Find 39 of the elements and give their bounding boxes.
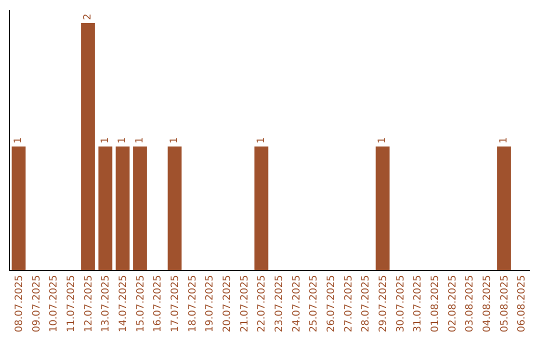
x-tick-label: 10.07.2025 <box>48 275 60 332</box>
x-tick-label: 15.07.2025 <box>135 275 146 332</box>
x-tick-label: 03.08.2025 <box>464 275 476 332</box>
x-tick-label: 23.07.2025 <box>274 275 285 332</box>
x-tick-label: 22.07.2025 <box>256 275 268 332</box>
data-label: 1 <box>256 137 267 144</box>
x-tick-label: 17.07.2025 <box>170 275 181 332</box>
x-tick-label: 02.08.2025 <box>447 275 458 332</box>
x-tick-label: 16.07.2025 <box>152 275 164 332</box>
x-tick-label: 31.07.2025 <box>412 275 424 332</box>
x-tick-label: 18.07.2025 <box>187 275 198 332</box>
data-label: 1 <box>134 137 146 144</box>
data-label: 1 <box>100 137 111 144</box>
data-label: 1 <box>498 137 510 144</box>
x-tick-label: 30.07.2025 <box>395 275 406 332</box>
data-label: 1 <box>13 137 24 144</box>
x-tick-label: 05.08.2025 <box>499 275 510 332</box>
x-tick-label: 13.07.2025 <box>100 275 112 332</box>
data-label: 2 <box>82 14 94 20</box>
x-tick-label: 12.07.2025 <box>83 275 94 332</box>
x-tick-label: 04.08.2025 <box>482 275 493 332</box>
x-tick-label: 20.07.2025 <box>222 275 233 332</box>
x-tick-label: 27.07.2025 <box>343 275 354 332</box>
x-tick-label: 25.07.2025 <box>308 275 320 332</box>
x-tick-label: 11.07.2025 <box>66 275 77 332</box>
x-tick-label: 21.07.2025 <box>239 275 250 332</box>
x-tick-label: 29.07.2025 <box>378 275 389 332</box>
x-tick-label: 08.07.2025 <box>14 275 25 332</box>
x-tick-label: 19.07.2025 <box>204 275 216 332</box>
data-label: 1 <box>169 137 180 144</box>
x-tick-label: 26.07.2025 <box>326 275 337 332</box>
x-tick-label: 28.07.2025 <box>360 275 372 332</box>
x-tick-label: 06.08.2025 <box>516 275 528 332</box>
x-tick-label: 14.07.2025 <box>118 275 129 332</box>
x-tick-label: 24.07.2025 <box>291 275 302 332</box>
x-tick-label: 01.08.2025 <box>430 275 441 332</box>
data-label: 1 <box>117 137 128 144</box>
data-label: 1 <box>377 137 388 144</box>
x-tick-label: 09.07.2025 <box>31 275 42 332</box>
